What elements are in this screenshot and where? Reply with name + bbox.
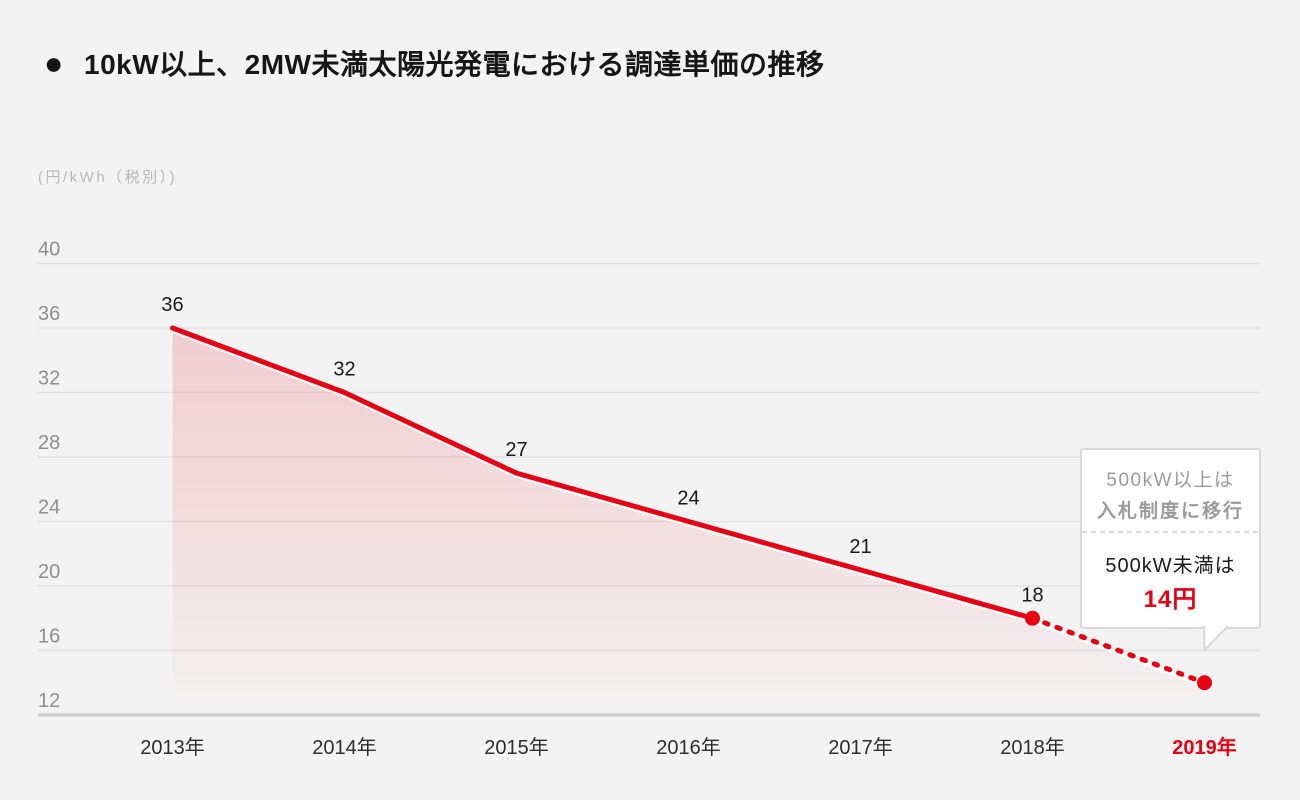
area-fill xyxy=(172,328,1205,714)
callout-note-line2: 入札制度に移行 xyxy=(1097,499,1244,522)
x-axis-label: 2017年 xyxy=(828,736,893,759)
callout-tail xyxy=(1203,625,1229,651)
data-point-label: 24 xyxy=(677,488,699,510)
callout-price-label: 500kW未満は xyxy=(1105,554,1235,577)
y-tick-label: 24 xyxy=(38,497,60,519)
x-axis-label: 2014年 xyxy=(312,736,377,759)
x-axis-label: 2013年 xyxy=(140,736,205,759)
data-series: 36 32 27 24 21 18 xyxy=(161,294,1212,714)
price-line-dotted xyxy=(1030,615,1207,686)
data-point-label: 27 xyxy=(505,439,527,461)
title-bullet-icon: ● xyxy=(44,45,63,81)
y-tick-label: 36 xyxy=(38,303,60,325)
y-tick-label: 40 xyxy=(38,239,60,261)
y-axis-unit-label: (円/kWh（税別）) xyxy=(38,169,177,186)
x-axis-label: 2018年 xyxy=(1000,736,1065,759)
y-tick-label: 28 xyxy=(38,432,60,454)
x-axis-label: 2016年 xyxy=(656,736,721,759)
x-axis-label: 2019年 xyxy=(1172,735,1237,759)
callout-price-value: 14円 xyxy=(1144,586,1198,613)
data-point-label: 32 xyxy=(333,359,355,381)
callout-box xyxy=(1080,448,1261,629)
callout-bubble: 500kW以上は 入札制度に移行 500kW未満は 14円 xyxy=(1080,448,1261,651)
y-tick-label: 12 xyxy=(38,690,60,712)
callout-note-line1: 500kW以上は xyxy=(1106,469,1234,491)
data-point-label: 18 xyxy=(1021,584,1043,606)
y-axis-tick-labels: 40 36 32 28 24 20 16 12 xyxy=(38,239,60,713)
price-line-solid xyxy=(170,325,1035,621)
y-tick-label: 32 xyxy=(38,368,60,390)
y-tick-label: 20 xyxy=(38,561,60,583)
data-point-dot xyxy=(1197,675,1212,691)
x-axis-label: 2015年 xyxy=(484,736,549,759)
y-tick-label: 16 xyxy=(38,626,60,648)
page-title: 10kW以上、2MW未満太陽光発電における調達単価の推移 xyxy=(84,48,824,80)
x-axis-labels: 2013年 2014年 2015年 2016年 2017年 2018年 2019年 xyxy=(140,735,1237,759)
data-point-dot xyxy=(1025,610,1040,626)
data-point-label: 36 xyxy=(161,294,183,316)
data-point-label: 21 xyxy=(849,536,871,558)
